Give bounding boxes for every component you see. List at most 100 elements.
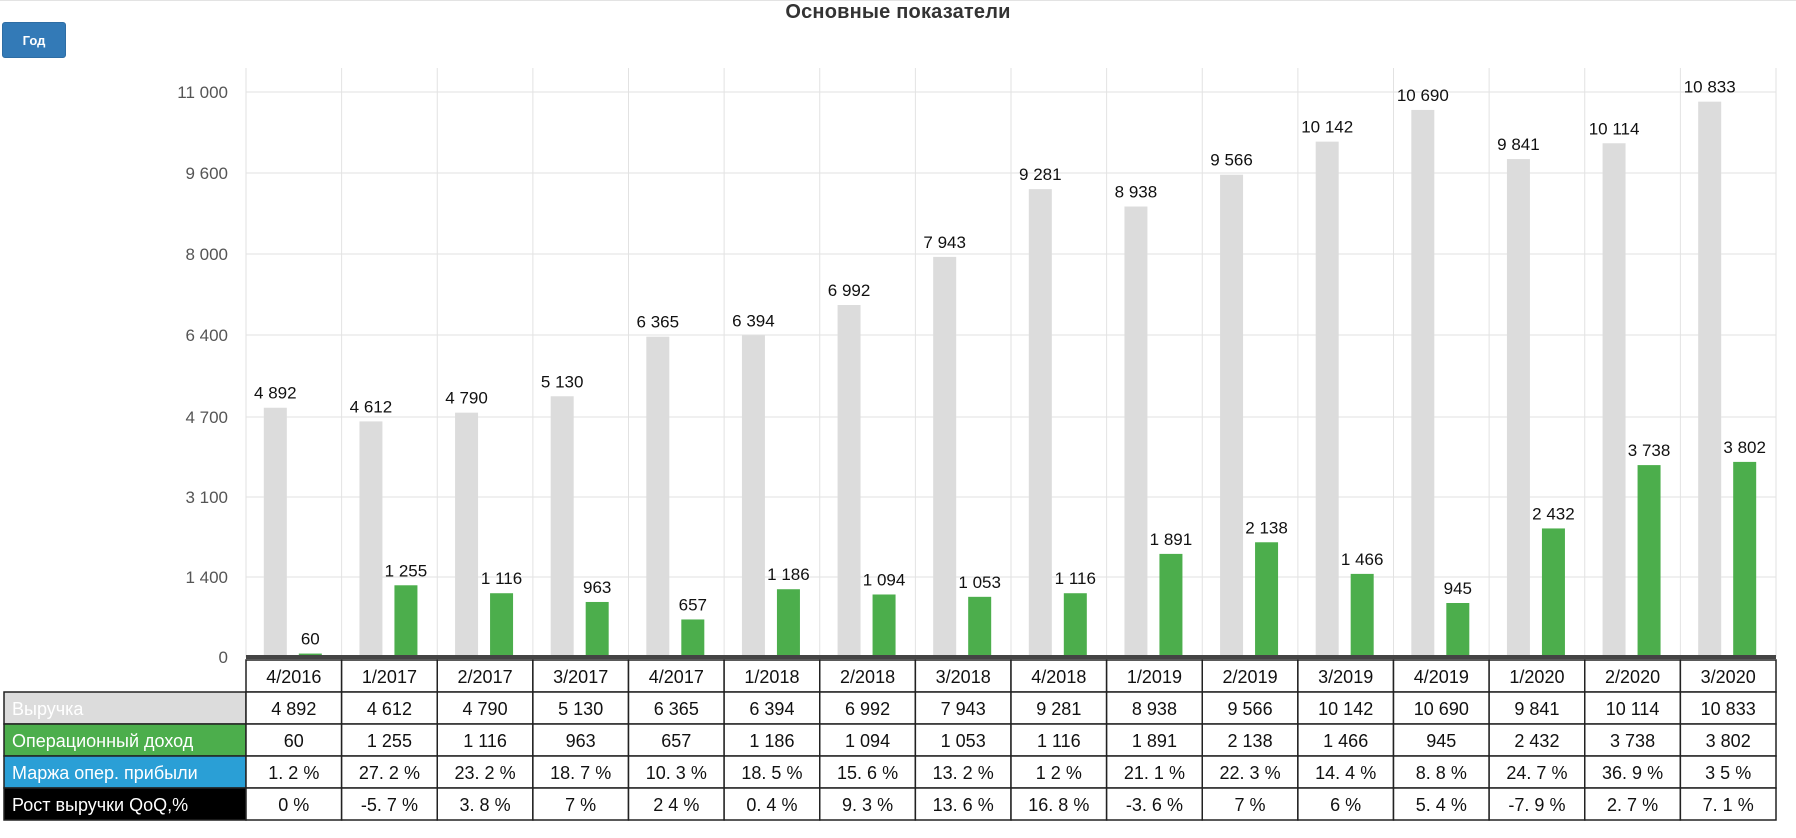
table-cell-value: 10 114 xyxy=(1606,699,1660,719)
table-cell xyxy=(1201,755,1299,789)
x-tick-label: 2/2018 xyxy=(840,667,895,687)
year-button[interactable]: Год xyxy=(2,22,66,58)
x-tick-label: 3/2018 xyxy=(936,667,991,687)
operating-income-data-label: 963 xyxy=(583,578,611,597)
x-tick-label: 4/2017 xyxy=(649,667,704,687)
operating-income-data-label: 657 xyxy=(679,595,707,614)
table-cell-value: 945 xyxy=(1426,731,1456,751)
x-tick-label: 3/2017 xyxy=(553,667,608,687)
table-cell xyxy=(340,755,438,789)
table-cell xyxy=(1010,691,1108,725)
table-cell-value: 2 432 xyxy=(1514,731,1559,751)
table-cell-value: 9. 3 % xyxy=(842,795,893,815)
operating-income-bar xyxy=(776,589,800,657)
table-cell-value: 1 116 xyxy=(1037,731,1081,751)
table-cell-value: 7 % xyxy=(565,795,596,815)
table-cell xyxy=(436,787,534,821)
x-tick-label: 4/2018 xyxy=(1031,667,1086,687)
operating-income-data-label: 2 432 xyxy=(1532,504,1575,523)
revenue-data-label: 8 938 xyxy=(1115,183,1158,202)
table-cell xyxy=(819,787,917,821)
table-cell xyxy=(1679,787,1777,821)
revenue-bar xyxy=(933,256,957,657)
revenue-bar xyxy=(1028,189,1052,658)
table-cell-value: -7. 9 % xyxy=(1508,795,1565,815)
table-cell-value: 1 094 xyxy=(845,731,890,751)
table-cell xyxy=(1488,723,1586,757)
operating-income-data-label: 60 xyxy=(301,630,320,649)
table-cell-value: 14. 4 % xyxy=(1315,763,1376,783)
table-cell-value: 1 255 xyxy=(367,731,412,751)
table-cell xyxy=(1392,755,1490,789)
table-row-label: Рост выручки QoQ,% xyxy=(12,795,188,815)
x-tick-label: 2/2019 xyxy=(1223,667,1278,687)
table-cell-value: 16. 8 % xyxy=(1028,795,1089,815)
revenue-bar xyxy=(1411,109,1435,657)
table-cell-value: 2 4 % xyxy=(653,795,699,815)
revenue-data-label: 4 790 xyxy=(445,389,488,408)
table-cell-value: 8 938 xyxy=(1132,699,1177,719)
table-row-label: Маржа опер. прибыли xyxy=(12,763,198,783)
table-cell-value: 9 841 xyxy=(1514,699,1559,719)
operating-income-data-label: 1 255 xyxy=(385,561,428,580)
table-cell-value: 7 % xyxy=(1235,795,1266,815)
revenue-data-label: 9 841 xyxy=(1497,135,1540,154)
table-cell-value: 22. 3 % xyxy=(1220,763,1281,783)
table-cell-value: 24. 7 % xyxy=(1506,763,1567,783)
x-tick-label: 1/2018 xyxy=(744,667,799,687)
revenue-bar xyxy=(263,407,287,657)
table-cell-value: 18. 7 % xyxy=(550,763,611,783)
y-tick-label: 0 xyxy=(219,648,228,667)
revenue-data-label: 10 142 xyxy=(1301,118,1353,137)
revenue-bar xyxy=(1124,206,1148,658)
revenue-data-label: 9 281 xyxy=(1019,165,1062,184)
table-cell xyxy=(723,755,821,789)
revenue-bar xyxy=(1506,159,1530,657)
table-cell-value: 1 186 xyxy=(749,731,794,751)
operating-income-data-label: 1 186 xyxy=(767,565,810,584)
x-axis-baseline xyxy=(246,655,1776,659)
table-cell xyxy=(436,723,534,757)
table-cell-value: 6 365 xyxy=(654,699,699,719)
table-cell xyxy=(627,755,725,789)
table-cell xyxy=(1488,691,1586,725)
table-cell-value: 1 053 xyxy=(941,731,986,751)
table-cell xyxy=(1297,787,1395,821)
table-cell-value: 13. 2 % xyxy=(933,763,994,783)
operating-income-data-label: 3 802 xyxy=(1723,438,1766,457)
table-cell-value: 15. 6 % xyxy=(837,763,898,783)
operating-income-data-label: 1 094 xyxy=(863,570,906,589)
y-tick-label: 11 000 xyxy=(177,83,228,102)
operating-income-bar xyxy=(490,593,514,657)
revenue-bar xyxy=(455,412,479,657)
table-cell-value: 3. 8 % xyxy=(460,795,511,815)
table-cell-value: 0. 4 % xyxy=(746,795,797,815)
category-header-cell xyxy=(1679,659,1777,693)
table-cell-value: 1 2 % xyxy=(1036,763,1082,783)
table-cell-value: 1 891 xyxy=(1132,731,1177,751)
table-cell-value: 21. 1 % xyxy=(1124,763,1185,783)
table-cell xyxy=(1105,755,1203,789)
category-header-cell xyxy=(1392,659,1490,693)
table-cell xyxy=(340,691,438,725)
table-cell-value: 36. 9 % xyxy=(1602,763,1663,783)
table-cell-value: 10 142 xyxy=(1318,699,1373,719)
y-tick-label: 8 000 xyxy=(185,245,228,264)
revenue-bar xyxy=(1602,143,1626,658)
operating-income-data-label: 2 138 xyxy=(1245,518,1288,537)
operating-income-bar xyxy=(1541,528,1565,657)
y-tick-label: 6 400 xyxy=(185,326,228,345)
table-cell-value: 2 138 xyxy=(1228,731,1273,751)
x-tick-label: 1/2020 xyxy=(1509,667,1564,687)
category-header-cell xyxy=(1488,659,1586,693)
y-tick-label: 1 400 xyxy=(185,568,228,587)
table-row-label-cell xyxy=(3,691,247,725)
table-cell xyxy=(1201,691,1299,725)
table-cell-value: 1. 2 % xyxy=(268,763,319,783)
revenue-bar xyxy=(359,421,383,657)
table-cell xyxy=(1010,755,1108,789)
table-cell-value: 6 % xyxy=(1330,795,1361,815)
table-cell xyxy=(436,755,534,789)
revenue-data-label: 10 114 xyxy=(1589,119,1640,138)
